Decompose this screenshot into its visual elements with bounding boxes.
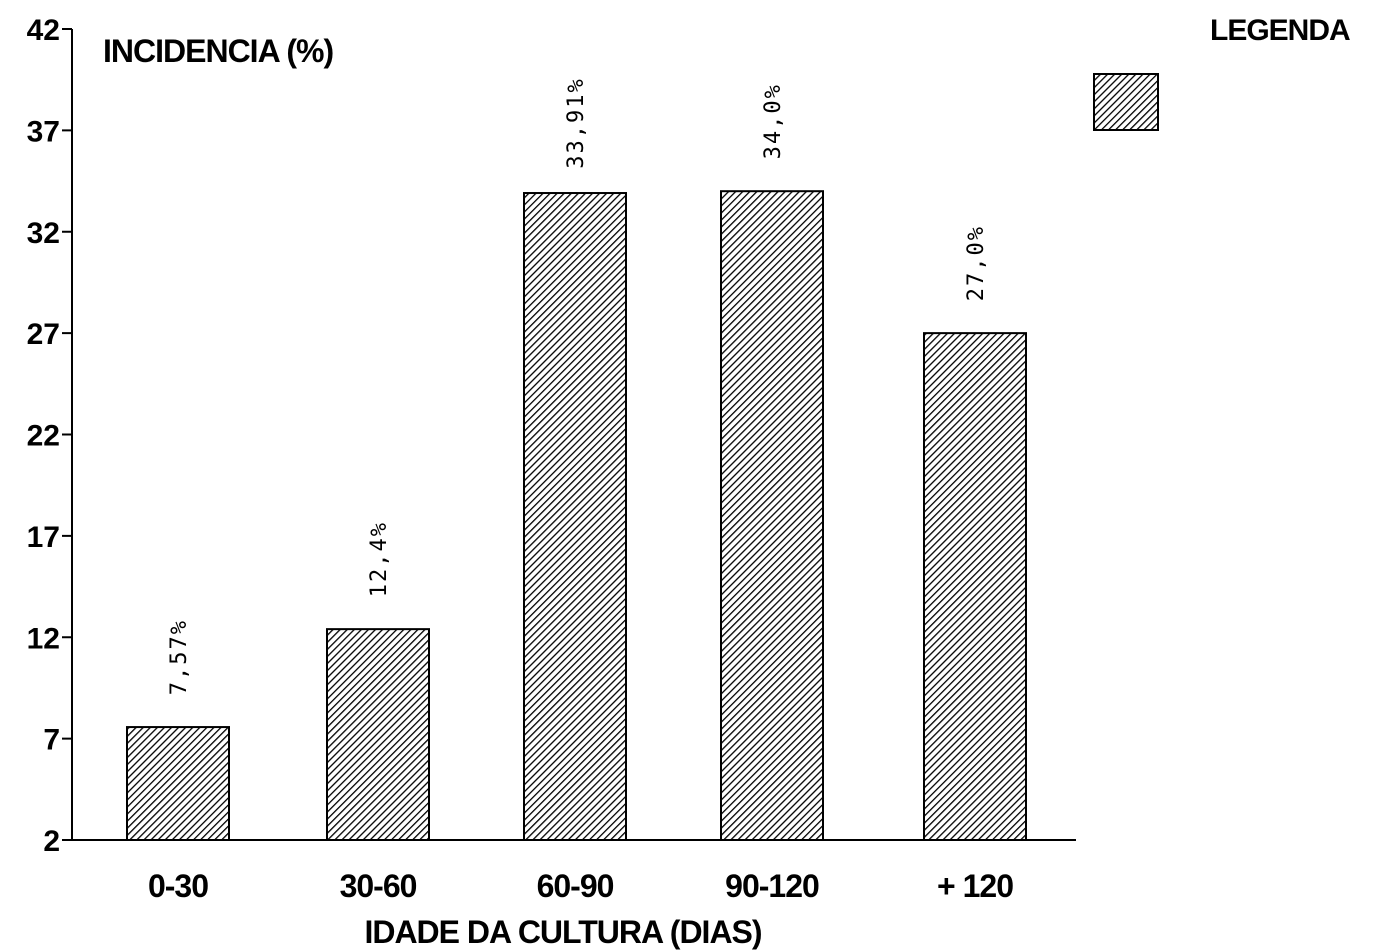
x-tick-label: 60-90 bbox=[537, 868, 614, 904]
y-tick-label: 27 bbox=[27, 318, 60, 351]
data-label: 12,4% bbox=[367, 521, 392, 597]
x-tick-label: + 120 bbox=[937, 868, 1013, 904]
x-axis-title: IDADE DA CULTURA (DIAS) bbox=[364, 914, 761, 950]
bar bbox=[523, 192, 627, 841]
y-tick-label: 32 bbox=[27, 217, 60, 250]
legend: LEGENDA bbox=[1093, 14, 1351, 131]
bar bbox=[720, 190, 824, 841]
bar bbox=[126, 726, 230, 841]
bars-group bbox=[126, 190, 1027, 842]
data-label: 27,0% bbox=[964, 225, 989, 301]
y-axis-title: INCIDENCIA (%) bbox=[103, 33, 333, 69]
legend-title: LEGENDA bbox=[1210, 14, 1350, 47]
data-label: 33,91% bbox=[564, 77, 589, 168]
data-label: 7,57% bbox=[167, 619, 192, 695]
y-tick-label: 17 bbox=[27, 521, 60, 554]
y-tick-label: 42 bbox=[27, 14, 60, 47]
data-labels-group: 7,57% 12,4% 33,91% 34,0% 27,0% bbox=[167, 77, 989, 695]
y-tick-label: 2 bbox=[43, 825, 60, 858]
y-tick-label: 12 bbox=[27, 622, 60, 655]
x-axis: 0-30 30-60 60-90 90-120 + 120 bbox=[72, 839, 1076, 904]
y-tick-label: 37 bbox=[27, 115, 60, 148]
x-tick-label: 30-60 bbox=[340, 868, 417, 904]
y-tick-label: 7 bbox=[43, 724, 60, 757]
bar bbox=[923, 332, 1027, 841]
data-label: 34,0% bbox=[761, 83, 786, 159]
x-tick-label: 0-30 bbox=[148, 868, 208, 904]
legend-swatch bbox=[1093, 73, 1159, 131]
bar bbox=[326, 628, 430, 842]
y-tick-label: 22 bbox=[27, 420, 60, 453]
x-tick-label: 90-120 bbox=[725, 868, 819, 904]
